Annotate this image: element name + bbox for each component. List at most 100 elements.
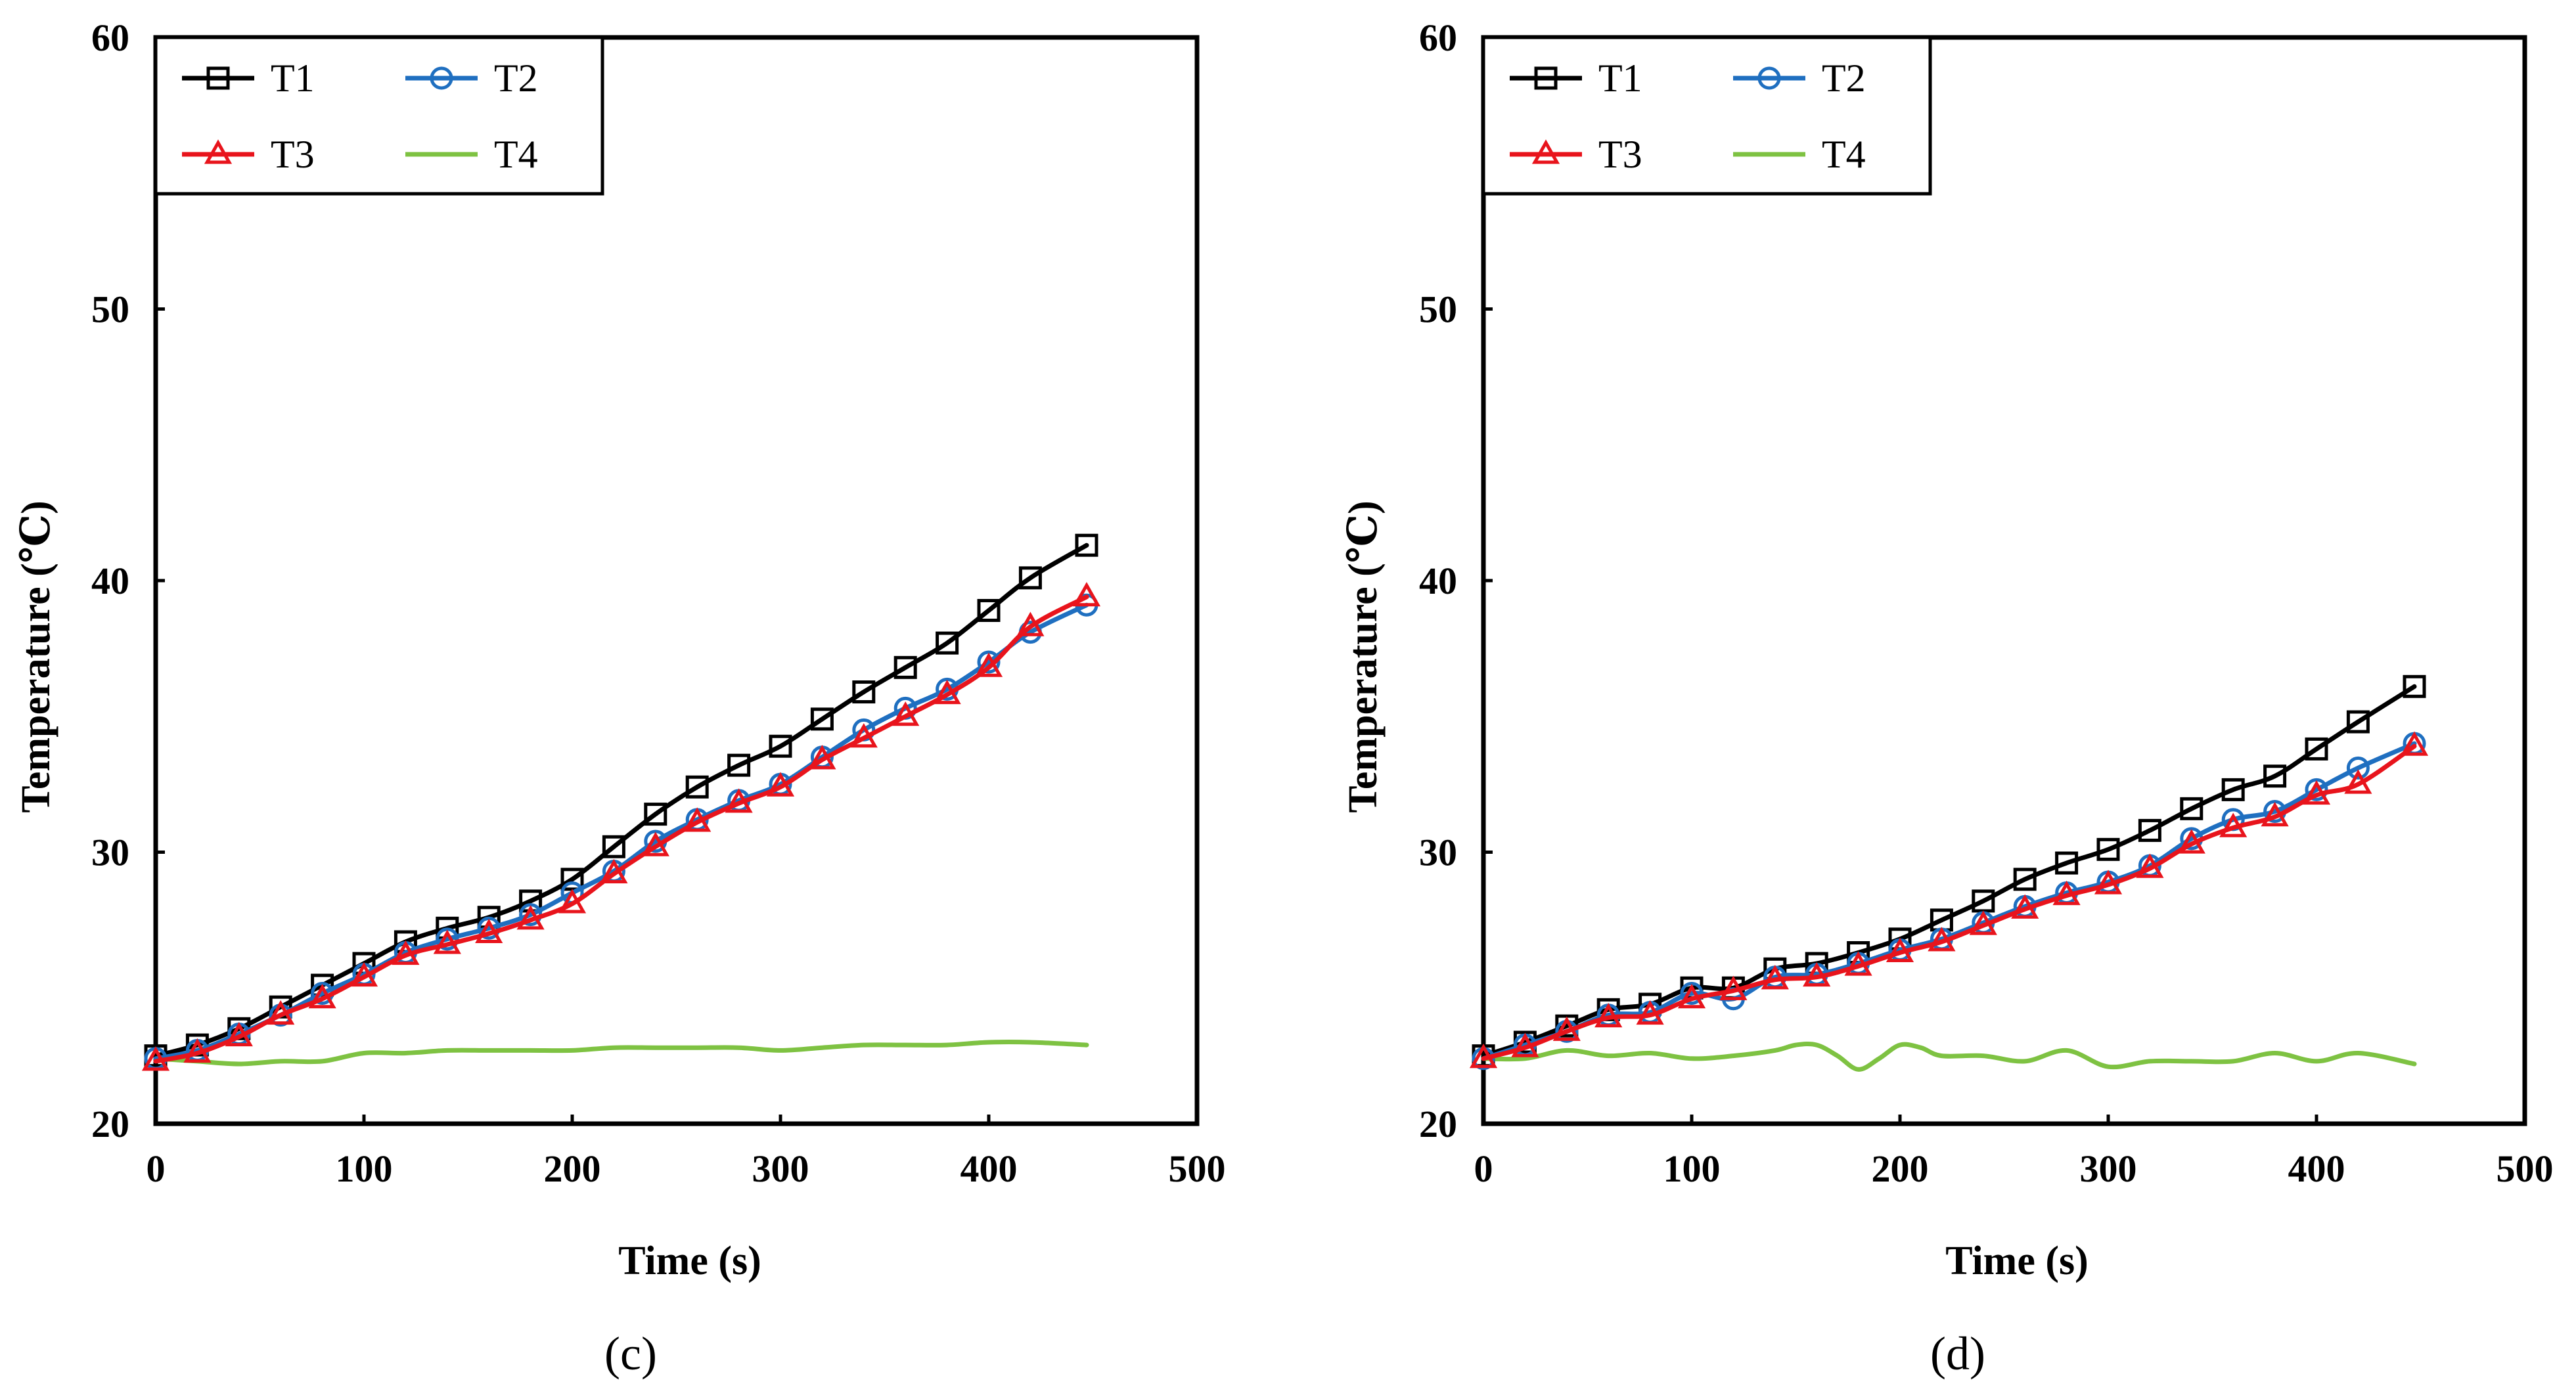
legend-label: T1 bbox=[271, 56, 315, 100]
legend-item-t3: T3 bbox=[182, 133, 315, 176]
legend-label: T3 bbox=[271, 133, 315, 176]
y-tick-label: 40 bbox=[1419, 560, 1457, 602]
data-point-t3 bbox=[1469, 1044, 1498, 1069]
y-tick-label: 50 bbox=[1419, 288, 1457, 331]
series-line-t2 bbox=[153, 602, 1089, 1061]
y-tick-label: 60 bbox=[91, 16, 129, 59]
data-point-t2 bbox=[1680, 982, 1704, 1006]
y-tick-label: 20 bbox=[1419, 1103, 1457, 1145]
data-point-t3 bbox=[1844, 951, 1872, 976]
legend-marker bbox=[204, 139, 233, 164]
legend: T1 T2 T3 T4 bbox=[1481, 35, 1932, 196]
data-point-t1 bbox=[2221, 778, 2245, 801]
data-point-t3 bbox=[892, 701, 920, 726]
legend-label: T2 bbox=[494, 56, 538, 100]
data-point-t1 bbox=[1075, 533, 1098, 557]
data-point-t3 bbox=[641, 831, 669, 856]
x-tick-label: 300 bbox=[2080, 1147, 2137, 1190]
x-tick-label: 300 bbox=[752, 1147, 809, 1190]
data-point-t1 bbox=[727, 753, 751, 777]
legend-item-t4: T4 bbox=[405, 133, 538, 176]
y-tick-label: 60 bbox=[1419, 16, 1457, 59]
legend-item-t1: T1 bbox=[1510, 56, 1642, 100]
series-line-t3 bbox=[153, 594, 1089, 1064]
series-line-t1 bbox=[153, 542, 1089, 1059]
data-point-t3 bbox=[433, 929, 461, 954]
plot-frame bbox=[153, 35, 1200, 1126]
series-t3 bbox=[1469, 731, 2429, 1069]
plot-area bbox=[1481, 35, 2527, 1126]
data-point-t3 bbox=[933, 679, 961, 705]
data-point-t3 bbox=[308, 984, 336, 1009]
data-point-t1 bbox=[852, 680, 876, 704]
data-point-t3 bbox=[1594, 1002, 1623, 1028]
legend-marker bbox=[430, 66, 453, 90]
data-point-t3 bbox=[766, 772, 795, 797]
legend-label: T3 bbox=[1598, 133, 1642, 176]
y-tick-label: 30 bbox=[91, 831, 129, 874]
data-point-t1 bbox=[644, 803, 667, 826]
x-tick-label: 500 bbox=[2497, 1147, 2554, 1190]
data-point-t3 bbox=[1886, 937, 1914, 962]
panel-label: (c) bbox=[604, 1327, 657, 1380]
x-tick-label: 0 bbox=[147, 1147, 166, 1190]
data-point-t3 bbox=[2219, 812, 2248, 837]
x-axis-title: Time (s) bbox=[618, 1239, 761, 1283]
tick-labels: 20 30 40 50 60 0 100 200 300 400 500 bbox=[91, 16, 1226, 1190]
data-point-t3 bbox=[1016, 611, 1045, 636]
data-point-t2 bbox=[436, 927, 459, 951]
data-point-t1 bbox=[977, 598, 1001, 622]
series-t3 bbox=[141, 582, 1101, 1071]
y-axis-title: Temperature (℃) bbox=[14, 500, 58, 812]
legend-label: T4 bbox=[1822, 133, 1866, 176]
data-point-t3 bbox=[1636, 1000, 1664, 1025]
data-point-t1 bbox=[893, 655, 917, 679]
data-point-t3 bbox=[974, 652, 1003, 677]
series-layer bbox=[141, 533, 1101, 1071]
data-point-t3 bbox=[2344, 769, 2372, 794]
data-point-t1 bbox=[769, 734, 792, 758]
data-point-t1 bbox=[2096, 837, 2120, 861]
data-point-t1 bbox=[2055, 851, 2079, 875]
data-point-t3 bbox=[183, 1038, 212, 1063]
data-point-t3 bbox=[2177, 829, 2205, 854]
data-point-t2 bbox=[977, 650, 1001, 674]
plot-frame bbox=[1481, 35, 2527, 1126]
data-point-t3 bbox=[2011, 894, 2039, 919]
series-line-t3 bbox=[1481, 743, 2417, 1061]
legend-marker bbox=[1757, 66, 1781, 90]
x-tick-label: 500 bbox=[1169, 1147, 1226, 1190]
data-point-t3 bbox=[141, 1046, 170, 1071]
series-line-t2 bbox=[1481, 741, 2417, 1061]
series-line-t4 bbox=[153, 1039, 1089, 1067]
data-point-t1 bbox=[685, 775, 709, 799]
legend-item-t1: T1 bbox=[182, 56, 315, 100]
data-point-t2 bbox=[2305, 778, 2328, 801]
x-tick-label: 200 bbox=[1872, 1147, 1929, 1190]
data-point-t3 bbox=[849, 723, 878, 748]
legend-box bbox=[1481, 35, 1932, 196]
data-point-t3 bbox=[2400, 731, 2429, 756]
data-point-t3 bbox=[1511, 1032, 1539, 1057]
data-point-t1 bbox=[1018, 566, 1042, 590]
x-tick-label: 100 bbox=[336, 1147, 393, 1190]
legend: T1 T2 T3 T4 bbox=[154, 35, 604, 196]
series-t4 bbox=[153, 1039, 1089, 1067]
series-t1 bbox=[144, 533, 1098, 1068]
series-t4 bbox=[1481, 1042, 2417, 1072]
panel-label: (d) bbox=[1930, 1327, 1985, 1380]
data-point-t3 bbox=[1761, 965, 1789, 990]
data-point-t1 bbox=[936, 631, 959, 655]
y-tick-label: 50 bbox=[91, 288, 129, 331]
tick-labels: 20 30 40 50 60 0 100 200 300 400 500 bbox=[1419, 16, 2554, 1190]
data-point-t3 bbox=[600, 858, 628, 884]
y-tick-marks bbox=[1481, 35, 2527, 1126]
legend-label: T2 bbox=[1822, 56, 1866, 100]
data-point-t1 bbox=[602, 835, 625, 858]
x-axis-title: Time (s) bbox=[1945, 1239, 2089, 1283]
data-point-t1 bbox=[2263, 764, 2287, 788]
data-point-t1 bbox=[2305, 737, 2328, 761]
data-point-t1 bbox=[2346, 710, 2370, 734]
data-point-t1 bbox=[2138, 818, 2161, 842]
